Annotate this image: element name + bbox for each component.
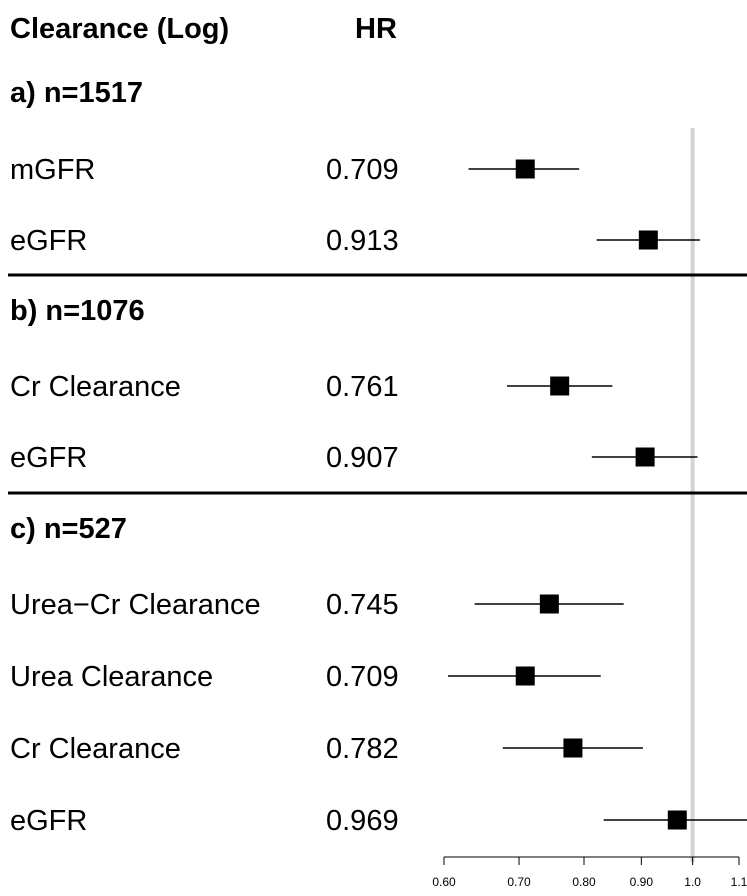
hr-value: 0.969	[326, 805, 399, 837]
row-label: Cr Clearance	[10, 733, 181, 765]
hr-value: 0.782	[326, 733, 399, 765]
hr-value: 0.913	[326, 225, 399, 257]
hr-value: 0.709	[326, 154, 399, 186]
row-label: eGFR	[10, 805, 87, 837]
group-title: b) n=1076	[10, 295, 145, 327]
row-label: Urea Clearance	[10, 661, 213, 693]
hr-point	[638, 230, 658, 250]
x-tick-label: 0.90	[630, 875, 654, 889]
hr-point	[550, 376, 570, 396]
x-tick-label: 1.0	[684, 875, 701, 889]
hr-value: 0.761	[326, 371, 399, 403]
row-label: eGFR	[10, 225, 87, 257]
group-title: a) n=1517	[10, 77, 143, 109]
group-title: c) n=527	[10, 513, 127, 545]
hr-value: 0.709	[326, 661, 399, 693]
x-tick-label: 0.70	[507, 875, 531, 889]
hr-point	[539, 594, 559, 614]
x-tick-label: 0.60	[432, 875, 456, 889]
row-label: Cr Clearance	[10, 371, 181, 403]
hr-point	[515, 159, 535, 179]
x-tick-label: 0.80	[572, 875, 596, 889]
x-tick-label: 1.1	[731, 875, 747, 889]
hr-point	[563, 738, 583, 758]
hr-column-header: HR	[355, 13, 397, 45]
row-label: mGFR	[10, 154, 95, 186]
row-label: eGFR	[10, 442, 87, 474]
plot-area: a) n=1517 mGFR 0.709 eGFR 0.913 b) n=1076 Cr C…	[8, 77, 747, 889]
row-label: Urea−Cr Clearance	[10, 589, 261, 621]
hr-value: 0.745	[326, 589, 399, 621]
hr-value: 0.907	[326, 442, 399, 474]
hr-point	[515, 666, 535, 686]
hr-point	[667, 810, 687, 830]
label-column-header: Clearance (Log)	[10, 13, 229, 45]
hr-point	[635, 447, 655, 467]
